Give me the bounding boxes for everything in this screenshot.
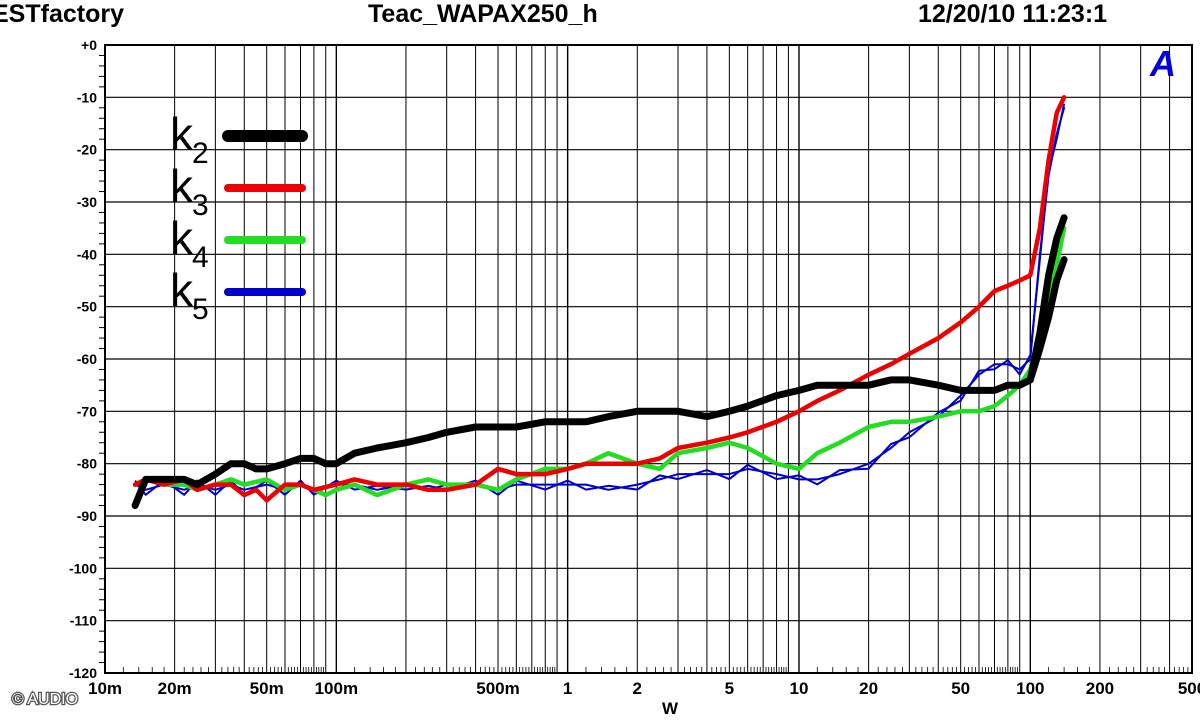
legend-subscript-k4: 4 xyxy=(192,241,209,274)
x-tick-label: 100 xyxy=(1016,679,1044,698)
legend-subscript-k5: 5 xyxy=(192,293,209,326)
x-tick-label: 2 xyxy=(633,679,642,698)
header-title: Teac_WAPAX250_h xyxy=(368,0,598,28)
header-left: ESTfactory xyxy=(0,0,124,28)
grid xyxy=(99,44,1193,674)
legend-subscript-k2: 2 xyxy=(192,137,209,170)
x-axis-label: W xyxy=(662,699,679,718)
legend-label-k3: k xyxy=(170,160,194,212)
data-series xyxy=(131,95,1068,509)
y-tick-label: -110 xyxy=(70,613,97,629)
x-tick-label: 20 xyxy=(859,679,878,698)
y-tick-label: -60 xyxy=(77,351,97,367)
x-tick-label: 20m xyxy=(158,679,192,698)
y-tick-label: -30 xyxy=(77,194,97,210)
legend-label-k4: k xyxy=(170,212,194,264)
brand-logo: A xyxy=(1149,43,1176,84)
y-tick-label: -90 xyxy=(77,508,97,524)
series-line-k5 xyxy=(134,106,1066,491)
x-axis-tick-labels: 10m 20m 50m 100m 500m 1 2 5 10 20 50 100 200 500 xyxy=(88,679,1200,698)
y-tick-label: -10 xyxy=(77,89,97,105)
header-timestamp: 12/20/10 11:23:1 xyxy=(918,0,1107,28)
y-tick-label: -120 xyxy=(69,665,97,681)
x-tick-label: 500m xyxy=(476,679,519,698)
series-line-k2 xyxy=(131,256,1068,509)
axes xyxy=(104,44,1193,674)
series-line-k3 xyxy=(132,95,1067,503)
x-tick-label: 100m xyxy=(315,679,358,698)
x-tick-label: 10 xyxy=(790,679,809,698)
legend-subscript-k3: 3 xyxy=(192,189,209,222)
y-tick-label: -70 xyxy=(77,403,97,419)
x-tick-label: 50m xyxy=(250,679,284,698)
x-tick-label: 50 xyxy=(951,679,970,698)
y-tick-label: -100 xyxy=(69,560,97,576)
x-tick-label: 500 xyxy=(1178,679,1200,698)
y-tick-label: -20 xyxy=(77,142,97,158)
x-tick-label: 200 xyxy=(1086,679,1114,698)
legend-label-k5: k xyxy=(170,264,194,316)
copyright-watermark: © AUDIO xyxy=(12,691,78,708)
plot-frame xyxy=(104,44,1193,674)
y-axis-tick-labels: +0 -10 -20 -30 -40 -50 -60 -70 -80 -90 -100 -110 -12… xyxy=(69,37,97,681)
x-tick-label: 1 xyxy=(563,679,572,698)
y-tick-label: -50 xyxy=(77,299,97,315)
x-tick-label: 5 xyxy=(725,679,734,698)
y-tick-label: +0 xyxy=(81,37,97,53)
y-tick-label: -80 xyxy=(77,456,97,472)
x-tick-label: 10m xyxy=(88,679,122,698)
legend: k 2k 3k 4k 5 xyxy=(170,108,308,326)
series-line-k4 xyxy=(132,225,1067,498)
series-line-k2-peak xyxy=(1026,214,1068,384)
legend-label-k2: k xyxy=(170,108,194,160)
y-tick-label: -40 xyxy=(77,246,97,262)
